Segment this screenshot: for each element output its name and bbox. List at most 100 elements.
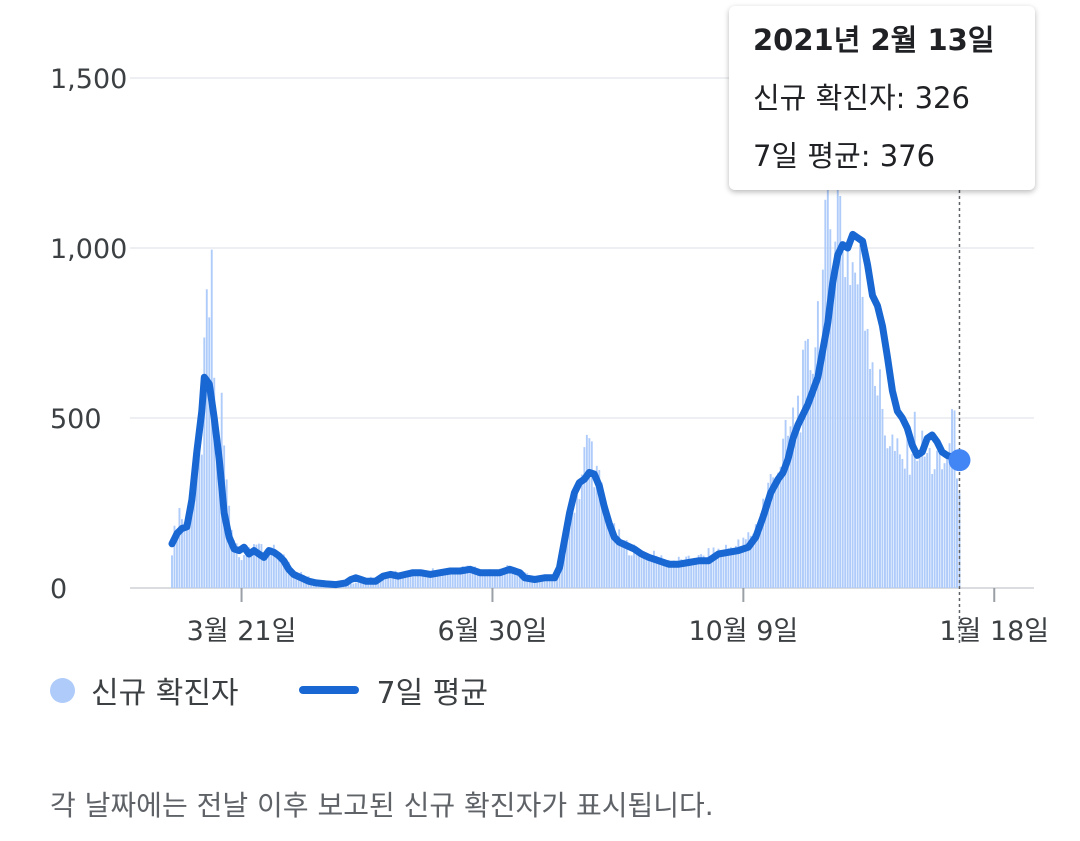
- new-cases-bar: [454, 569, 457, 588]
- new-cases-bar: [725, 544, 727, 588]
- new-cases-bar: [695, 563, 698, 588]
- new-cases-bar: [839, 196, 842, 588]
- new-cases-bar: [936, 450, 939, 588]
- new-cases-bar: [498, 568, 501, 588]
- new-cases-bar: [354, 582, 357, 588]
- new-cases-bar: [416, 573, 419, 588]
- new-cases-bar: [508, 571, 511, 588]
- new-cases-bar: [779, 466, 782, 588]
- new-cases-bar: [844, 277, 847, 588]
- new-cases-bar: [253, 544, 255, 588]
- new-cases-bar: [916, 460, 919, 588]
- new-cases-bar: [643, 552, 645, 588]
- new-cases-bar: [886, 448, 889, 588]
- new-cases-bar: [752, 533, 755, 588]
- new-cases-bar: [655, 555, 658, 588]
- new-cases-bar: [685, 556, 688, 588]
- new-cases-bar: [792, 407, 794, 588]
- new-cases-bar: [484, 572, 486, 588]
- x-axis: 3월 21일 6월 30일 10월 9일 1월 18일: [187, 588, 1049, 647]
- new-cases-bar: [729, 547, 732, 588]
- new-cases-bar: [893, 450, 896, 588]
- hover-point[interactable]: [948, 449, 971, 472]
- new-cases-bar: [571, 501, 573, 588]
- new-cases-bar: [357, 580, 360, 588]
- y-tick-label: 500: [50, 404, 102, 435]
- new-cases-bar: [660, 555, 663, 588]
- new-cases-bar: [566, 529, 568, 588]
- new-cases-bar: [826, 182, 829, 589]
- new-cases-bar: [469, 571, 472, 588]
- new-cases-bar: [541, 577, 544, 588]
- new-cases-bar: [407, 573, 409, 588]
- new-cases-bar: [578, 499, 581, 588]
- new-cases-bar: [831, 286, 834, 588]
- new-cases-bar: [652, 550, 655, 588]
- new-cases-bar: [513, 567, 516, 588]
- new-cases-bar: [667, 559, 670, 588]
- y-tick-label: 1,500: [50, 64, 127, 95]
- new-cases-bar: [600, 482, 603, 588]
- new-cases-bar: [446, 571, 449, 588]
- new-cases-bar: [461, 566, 464, 588]
- new-cases-bar: [764, 499, 767, 588]
- new-cases-bar: [697, 555, 700, 588]
- new-cases-bar: [921, 430, 924, 588]
- hover-tooltip: 2021년 2월 13일 신규 확진자: 326 7일 평균: 376: [729, 6, 1035, 190]
- new-cases-bar: [295, 572, 298, 588]
- new-cases-bar: [439, 570, 442, 588]
- new-cases-bar: [938, 442, 941, 588]
- x-tick-label: 6월 30일: [438, 616, 548, 647]
- new-cases-bar: [603, 503, 606, 588]
- new-cases-bar: [662, 563, 665, 588]
- new-cases-bar: [243, 555, 245, 588]
- tooltip-new-cases: 신규 확진자: 326: [753, 81, 970, 115]
- new-cases-bar: [528, 578, 531, 588]
- new-cases-bar: [379, 580, 382, 588]
- new-cases-bar: [553, 576, 556, 588]
- new-cases-bar: [645, 558, 648, 588]
- new-cases-bar: [774, 489, 777, 588]
- new-cases-bar: [908, 474, 911, 588]
- new-cases-bar: [941, 469, 944, 588]
- new-cases-bar: [913, 411, 916, 588]
- new-cases-bar: [451, 573, 454, 588]
- new-cases-bar: [387, 577, 390, 588]
- new-cases-bar: [829, 229, 832, 588]
- new-cases-bar: [705, 559, 708, 588]
- new-cases-bar: [737, 539, 740, 588]
- new-cases-bar: [275, 554, 278, 588]
- new-cases-bar: [625, 539, 628, 588]
- new-cases-bar: [282, 554, 285, 588]
- new-cases-bar: [891, 434, 894, 588]
- new-cases-bar: [754, 524, 757, 588]
- new-cases-bar: [384, 578, 387, 588]
- new-cases-bar: [650, 561, 653, 588]
- new-cases-bar: [518, 571, 521, 588]
- new-cases-bar: [265, 554, 268, 588]
- new-cases-bar: [623, 540, 626, 588]
- new-cases-bar: [290, 568, 293, 588]
- new-cases-bar: [811, 373, 814, 588]
- new-cases-bar: [493, 573, 496, 588]
- new-cases-bar: [864, 330, 867, 588]
- new-cases-bar: [821, 269, 824, 588]
- new-cases-bar: [466, 565, 469, 588]
- new-cases-bar: [943, 463, 946, 588]
- new-cases-bar: [906, 429, 909, 588]
- new-cases-bar: [506, 565, 509, 588]
- new-cases-bar: [608, 527, 611, 588]
- new-cases-bar: [784, 419, 787, 588]
- new-cases-bar: [797, 395, 799, 588]
- new-cases-bar: [431, 568, 434, 588]
- new-cases-bar: [672, 560, 675, 588]
- new-cases-bar: [819, 352, 822, 588]
- new-cases-bar: [657, 560, 660, 588]
- new-cases-bar: [258, 543, 260, 588]
- new-cases-bar: [794, 428, 797, 588]
- new-cases-bar: [277, 559, 280, 588]
- tooltip-average: 7일 평균: 376: [753, 139, 936, 173]
- new-cases-bar: [799, 432, 802, 588]
- new-cases-bar: [640, 558, 643, 588]
- new-cases-bar: [802, 349, 804, 588]
